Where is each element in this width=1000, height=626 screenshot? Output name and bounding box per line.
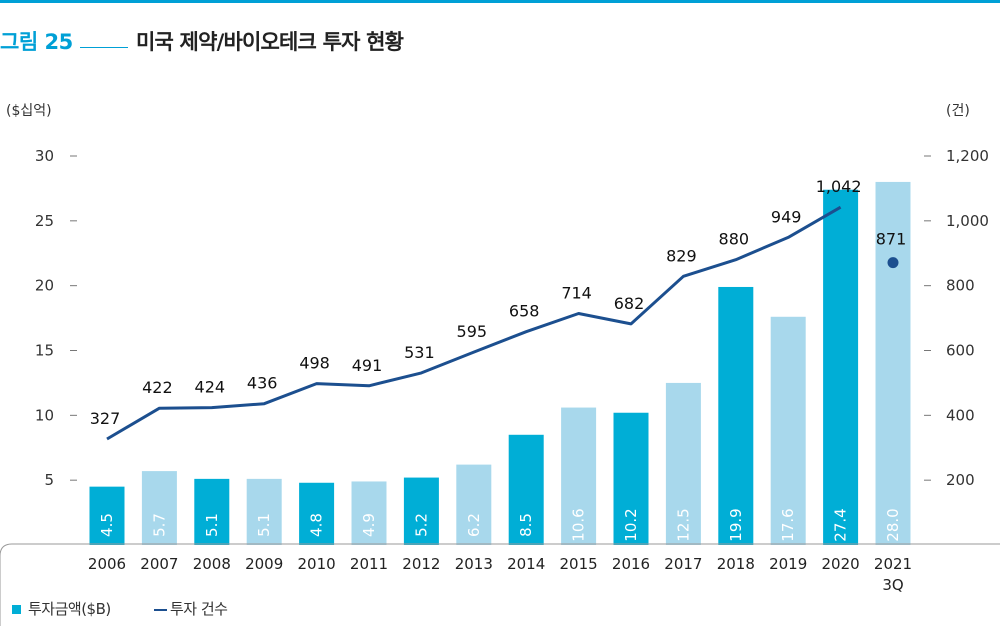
- x-tick-label: 3Q: [882, 576, 903, 594]
- line-value-label: 498: [299, 354, 330, 373]
- x-tick-label: 2006: [88, 555, 126, 573]
- line-value-label: 1,042: [816, 177, 862, 196]
- bar-value-label: 4.9: [360, 513, 378, 537]
- x-tick-label: 2011: [350, 555, 388, 573]
- x-axis-labels: 2006 2007 2008 2009 2010 2011 2012 2013 2014 2015…: [88, 555, 912, 594]
- bar: [194, 478, 230, 545]
- bar: [718, 286, 754, 545]
- x-tick-label: 2008: [193, 555, 231, 573]
- bar-value-label: 10.2: [622, 508, 640, 541]
- bar-value-label: 12.5: [674, 508, 692, 541]
- x-tick-label: 2018: [717, 555, 755, 573]
- bar: [613, 412, 649, 545]
- bar-value-label: 19.9: [727, 508, 745, 541]
- line-value-label: 531: [404, 343, 435, 362]
- legend-label-investment: 투자금액($B): [28, 600, 111, 618]
- x-tick-label: 2017: [664, 555, 702, 573]
- bar-value-label: 5.2: [412, 513, 430, 537]
- line-value-label: 436: [247, 374, 278, 393]
- line-value-label: 491: [352, 356, 383, 375]
- bar-value-labels: 4.5 5.7 5.1 5.1 4.8 4.9 5.2 6.2 8.5 10.6 10.2 12.5 1…: [98, 508, 902, 541]
- right-tick-label: 1,200: [946, 147, 989, 165]
- line-value-label: 714: [561, 284, 592, 303]
- deals-line: [106, 205, 842, 441]
- left-axis-unit: ($십억): [6, 103, 52, 119]
- legend-square-icon: [12, 605, 21, 614]
- baseline-frame: [0, 543, 1000, 626]
- bar: [823, 189, 859, 546]
- bar-value-label: 5.7: [150, 513, 168, 537]
- bar-value-label: 27.4: [832, 508, 850, 541]
- right-tick-label: 800: [946, 277, 975, 295]
- bar: [351, 481, 387, 545]
- x-tick-label: 2014: [507, 555, 545, 573]
- figure-title: 미국 제약/바이오테크 투자 현황: [136, 30, 404, 54]
- bar-value-label: 8.5: [517, 513, 535, 537]
- x-tick-label: 2015: [560, 555, 598, 573]
- right-tick-label: 1,000: [946, 212, 989, 230]
- line-value-label: 949: [771, 207, 802, 226]
- left-tick-label: 15: [35, 342, 54, 360]
- left-axis: ($십억) 5 10 15 20 25 30: [6, 103, 77, 489]
- line-series-deals: [106, 205, 899, 441]
- line-value-label: 829: [666, 246, 697, 265]
- right-tick-label: 200: [946, 471, 975, 489]
- bar: [508, 434, 544, 545]
- bar: [875, 181, 911, 545]
- right-tick-label: 400: [946, 406, 975, 424]
- legend-line-icon: [154, 609, 167, 611]
- left-tick-label: 5: [44, 471, 54, 489]
- bar: [299, 482, 335, 545]
- bar-value-label: 5.1: [255, 513, 273, 537]
- top-accent-rule: [0, 0, 1000, 3]
- x-tick-label: 2021: [874, 555, 912, 573]
- left-tick-label: 20: [35, 277, 54, 295]
- x-tick-label: 2020: [822, 555, 860, 573]
- line-value-label: 658: [509, 302, 540, 321]
- bar: [141, 471, 177, 545]
- line-value-label: 424: [195, 378, 226, 397]
- bar: [89, 486, 125, 545]
- line-value-label: 327: [90, 409, 121, 428]
- bar: [246, 478, 282, 545]
- right-axis: (건) 200 400 600 800 1,000 1,200: [924, 103, 989, 489]
- bar-value-label: 10.6: [570, 508, 588, 541]
- x-tick-label: 2016: [612, 555, 650, 573]
- right-tick-label: 600: [946, 342, 975, 360]
- x-tick-label: 2007: [140, 555, 178, 573]
- x-tick-label: 2019: [769, 555, 807, 573]
- line-value-label: 871: [876, 230, 907, 249]
- bar-value-label: 5.1: [203, 513, 221, 537]
- deals-marker-2021: [887, 257, 899, 269]
- line-value-label: 682: [614, 294, 645, 313]
- bar-value-label: 4.5: [98, 513, 116, 537]
- x-tick-label: 2010: [298, 555, 336, 573]
- bar: [770, 316, 806, 545]
- bar: [665, 382, 701, 545]
- bar: [456, 464, 492, 545]
- bar: [403, 477, 439, 545]
- line-value-label: 422: [142, 378, 173, 397]
- bar-value-label: 28.0: [884, 508, 902, 541]
- x-tick-label: 2013: [455, 555, 493, 573]
- line-value-label: 880: [719, 230, 750, 249]
- figure-number: 그림 25: [0, 30, 73, 54]
- left-tick-label: 10: [35, 406, 54, 424]
- title-separator-line: [80, 47, 128, 48]
- bar-value-label: 4.8: [308, 513, 326, 537]
- bar: [561, 407, 597, 545]
- line-value-labels: 327 422 424 436 498 491 531 595 658 714 682 829 880 9…: [90, 177, 907, 428]
- left-tick-label: 30: [35, 147, 54, 165]
- x-tick-label: 2009: [245, 555, 283, 573]
- legend-label-deals: 투자 건수: [170, 600, 228, 618]
- bar-value-label: 17.6: [779, 508, 797, 541]
- bar-series-investment: [89, 181, 911, 546]
- right-axis-unit: (건): [946, 103, 970, 119]
- bar-value-label: 6.2: [465, 513, 483, 537]
- left-tick-label: 25: [35, 212, 54, 230]
- x-tick-label: 2012: [402, 555, 440, 573]
- line-value-label: 595: [457, 322, 488, 341]
